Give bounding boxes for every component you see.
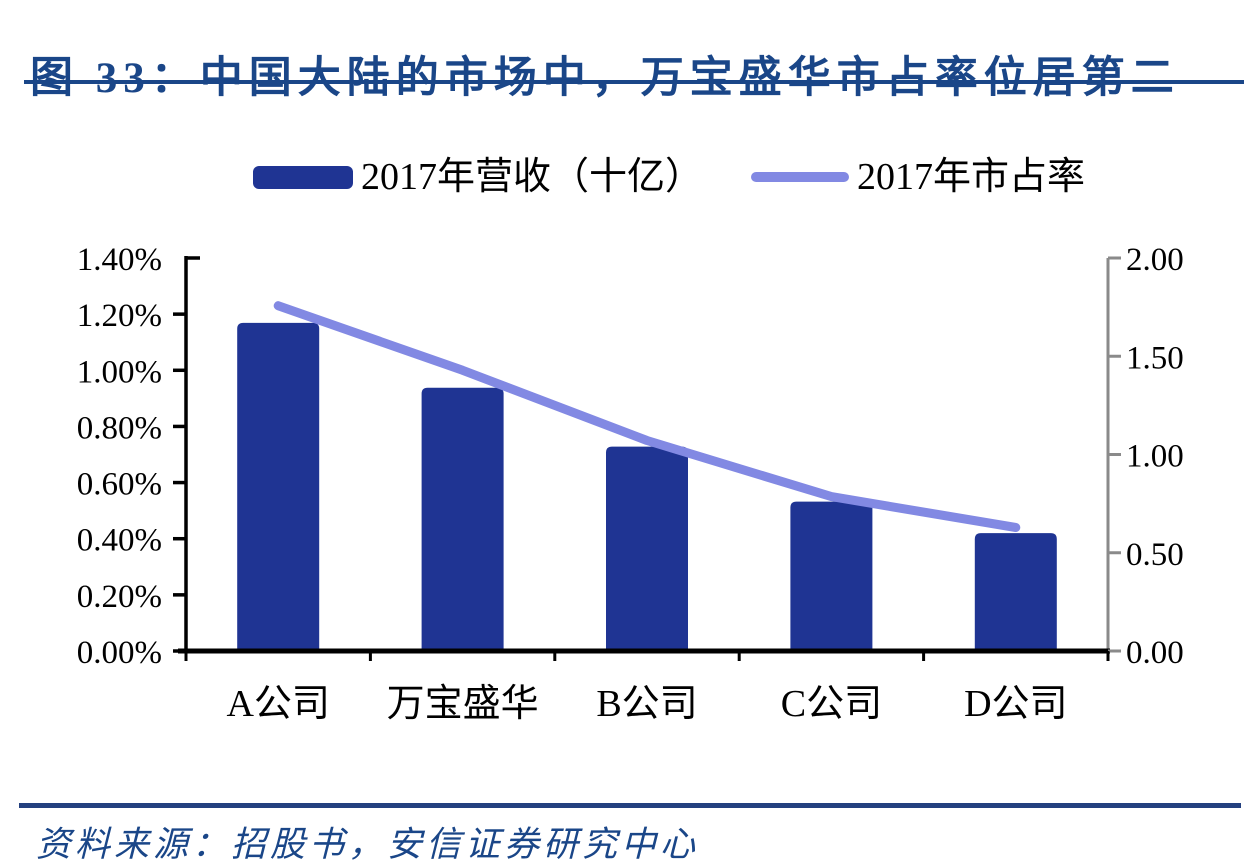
revenue-bar: [790, 501, 873, 651]
chart-legend: 2017年营收（十亿） 2017年市占率: [253, 156, 1086, 198]
right-axis-tick-label: 1.00: [1126, 439, 1184, 475]
right-axis-tick-label: 2.00: [1126, 242, 1184, 278]
left-axis-tick-label: 0.00%: [77, 635, 162, 671]
legend-label-revenue: 2017年营收（十亿）: [361, 156, 704, 198]
x-axis-label: 万宝盛华: [387, 683, 539, 725]
legend-label-market-share: 2017年市占率: [857, 156, 1086, 198]
source-note: 资料来源：招股书，安信证券研究中心: [36, 825, 700, 860]
left-axis-tick-label: 0.40%: [77, 523, 162, 559]
right-axis-tick-label: 1.50: [1126, 340, 1184, 376]
right-axis-tick-label: 0.00: [1126, 635, 1184, 671]
x-axis-label: A公司: [226, 683, 329, 725]
x-axis-label: D公司: [964, 683, 1067, 725]
title-underline: [24, 80, 1244, 84]
legend-item-market-share: 2017年市占率: [751, 156, 1086, 198]
left-axis-tick-label: 1.00%: [77, 354, 162, 390]
revenue-bar: [974, 533, 1057, 651]
left-axis-tick-label: 0.80%: [77, 410, 162, 446]
revenue-bar: [237, 322, 320, 651]
left-axis-tick-label: 1.20%: [77, 298, 162, 334]
market-share-line: [273, 301, 1021, 532]
legend-item-revenue: 2017年营收（十亿）: [253, 156, 704, 198]
revenue-bar: [421, 387, 504, 651]
legend-bar-swatch-icon: [253, 165, 353, 189]
x-axis-label: B公司: [596, 683, 697, 725]
x-axis-label: C公司: [781, 683, 882, 725]
legend-line-swatch-icon: [751, 172, 850, 182]
revenue-bar: [606, 446, 688, 651]
left-axis-tick-label: 1.40%: [77, 242, 162, 278]
footer-divider: [19, 803, 1241, 808]
right-axis-tick-label: 0.50: [1126, 537, 1184, 573]
figure-title: 图 33：中国大陆的市场中，万宝盛华市占率位居第二: [30, 54, 1180, 102]
left-axis-tick-label: 0.60%: [77, 467, 162, 503]
left-axis-tick-label: 0.20%: [77, 579, 162, 615]
